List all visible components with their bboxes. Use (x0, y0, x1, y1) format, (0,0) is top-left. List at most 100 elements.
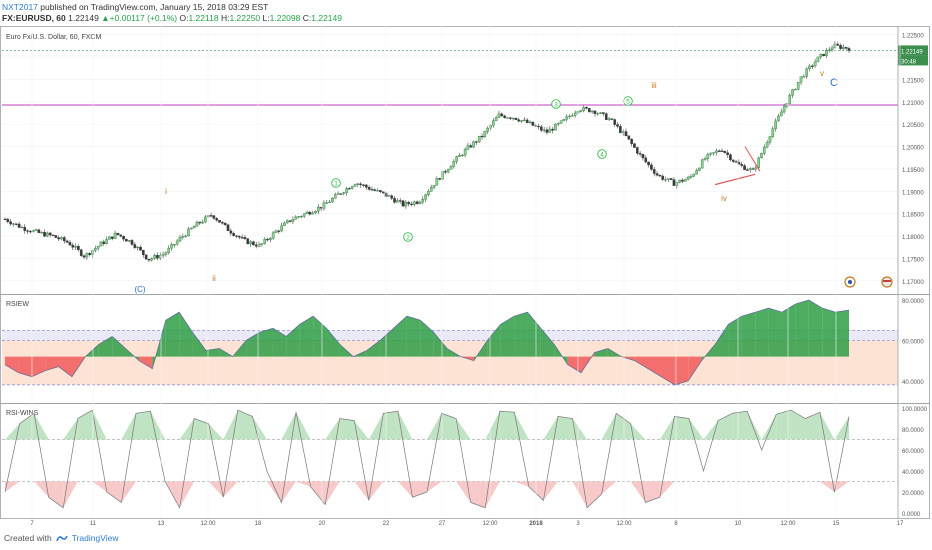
rsiew-area-segment (326, 328, 340, 357)
candle (554, 123, 557, 131)
rsi-overbought-fill (208, 423, 224, 440)
rsi-overbought-fill (761, 414, 777, 440)
candle (77, 246, 80, 250)
rsi-overbought-fill (732, 411, 748, 440)
candle (514, 117, 518, 120)
candle (60, 237, 63, 240)
rsiew-area-segment (299, 316, 314, 357)
rsiew-area-segment (286, 324, 300, 357)
candle (235, 235, 238, 237)
candle (6, 218, 10, 222)
rsi-overbought-fill (325, 418, 340, 440)
candle (277, 230, 281, 232)
rsiew-area-segment (634, 356, 649, 369)
high-label: H: (220, 13, 230, 23)
candle (190, 227, 193, 230)
rsiew-area-segment (380, 328, 394, 357)
candle (661, 175, 664, 180)
candle (785, 103, 789, 107)
chart-canvas[interactable]: 1.225001.220001.215001.210001.205001.200… (0, 26, 932, 529)
upper-band (2, 330, 898, 341)
candle (734, 161, 738, 163)
candle (500, 113, 504, 117)
candle (254, 244, 258, 247)
y-tick-label: 1.19500 (902, 168, 924, 174)
candle (717, 150, 721, 152)
candle (559, 120, 563, 124)
candle (122, 236, 125, 240)
candle (294, 216, 298, 220)
candle (799, 76, 803, 83)
candle (240, 237, 244, 239)
rsiew-pane[interactable]: RSIEW 80.0000 60.0000 40.0000 (0, 294, 930, 404)
candle (359, 183, 362, 186)
rsi-oversold-fill (368, 481, 384, 501)
candle (34, 229, 38, 231)
author-link[interactable]: NXT2017 (2, 2, 38, 12)
y-tick-label: 1.17000 (902, 280, 924, 286)
candle (40, 232, 43, 234)
rsi-oversold-fill (834, 481, 849, 492)
candle (353, 184, 357, 187)
candle (9, 221, 12, 225)
rsiew-area-segment (272, 328, 287, 357)
rsi-overbought-fill (63, 418, 78, 440)
candle (494, 117, 498, 121)
wave-label: 5 (626, 98, 630, 105)
candle (339, 193, 343, 195)
y-tick-label: 1.18500 (902, 213, 924, 219)
candle (777, 115, 780, 122)
candle (528, 121, 532, 124)
candle (401, 200, 405, 207)
candle (644, 157, 648, 163)
rsi-oversold-fill (543, 481, 558, 501)
candle (517, 119, 521, 122)
candle (150, 258, 154, 261)
rsi-oversold-fill (397, 481, 413, 498)
candle (630, 138, 633, 144)
candle (12, 223, 15, 225)
candle (715, 150, 718, 153)
rsi-oversold-fill (485, 481, 500, 508)
candle (46, 232, 49, 237)
rsi-oversold-fill (514, 481, 529, 487)
y-tick-label: 60.0000 (902, 449, 924, 455)
last-price-tag (898, 45, 928, 56)
y-tick-label: 1.21500 (902, 78, 924, 84)
candle (825, 49, 828, 57)
rsi-overbought-fill (441, 413, 457, 440)
wave-label: iv (721, 194, 727, 203)
candle (48, 232, 52, 236)
candle (782, 106, 786, 113)
x-tick-label: 12:00 (780, 521, 796, 527)
low-value: 1.22098 (269, 13, 301, 23)
candle (398, 200, 402, 202)
rsiew-area-segment (18, 356, 32, 377)
candle (164, 252, 168, 255)
candle (556, 123, 560, 125)
rsiew-area-segment (768, 308, 783, 357)
rsi-oversold-fill (5, 481, 20, 492)
rsiew-area-segment (795, 300, 809, 357)
rsi-overbought-fill (659, 416, 675, 440)
candle (110, 236, 114, 239)
x-tick-label: 20 (319, 521, 326, 527)
rsi-overbought-fill (703, 420, 719, 440)
rsiew-area-segment (259, 328, 273, 357)
x-tick-label: 12:00 (482, 521, 498, 527)
candle (706, 153, 710, 159)
candle (345, 188, 348, 193)
candle (201, 221, 204, 224)
candle (410, 203, 413, 205)
candle (655, 173, 659, 176)
rsi-oversold-fill (659, 481, 675, 498)
y-tick-label: 1.18000 (902, 235, 924, 241)
price-pane[interactable]: 1.225001.220001.215001.210001.205001.200… (0, 26, 930, 295)
tradingview-brand[interactable]: TradingView (71, 533, 119, 543)
wave-label: ii (212, 274, 216, 283)
candle (133, 244, 137, 248)
candle (181, 236, 185, 238)
time-axis[interactable]: 7 11 13 12:00 18 20 22 27 12:00 2018 3 12:00 8 10 12:0… (30, 26, 904, 527)
wave-label: v (820, 69, 824, 78)
rsi-wins-pane[interactable]: RSI-WINS 100.0000 80.0000 60.0000 40.0000 20.… (0, 403, 930, 519)
